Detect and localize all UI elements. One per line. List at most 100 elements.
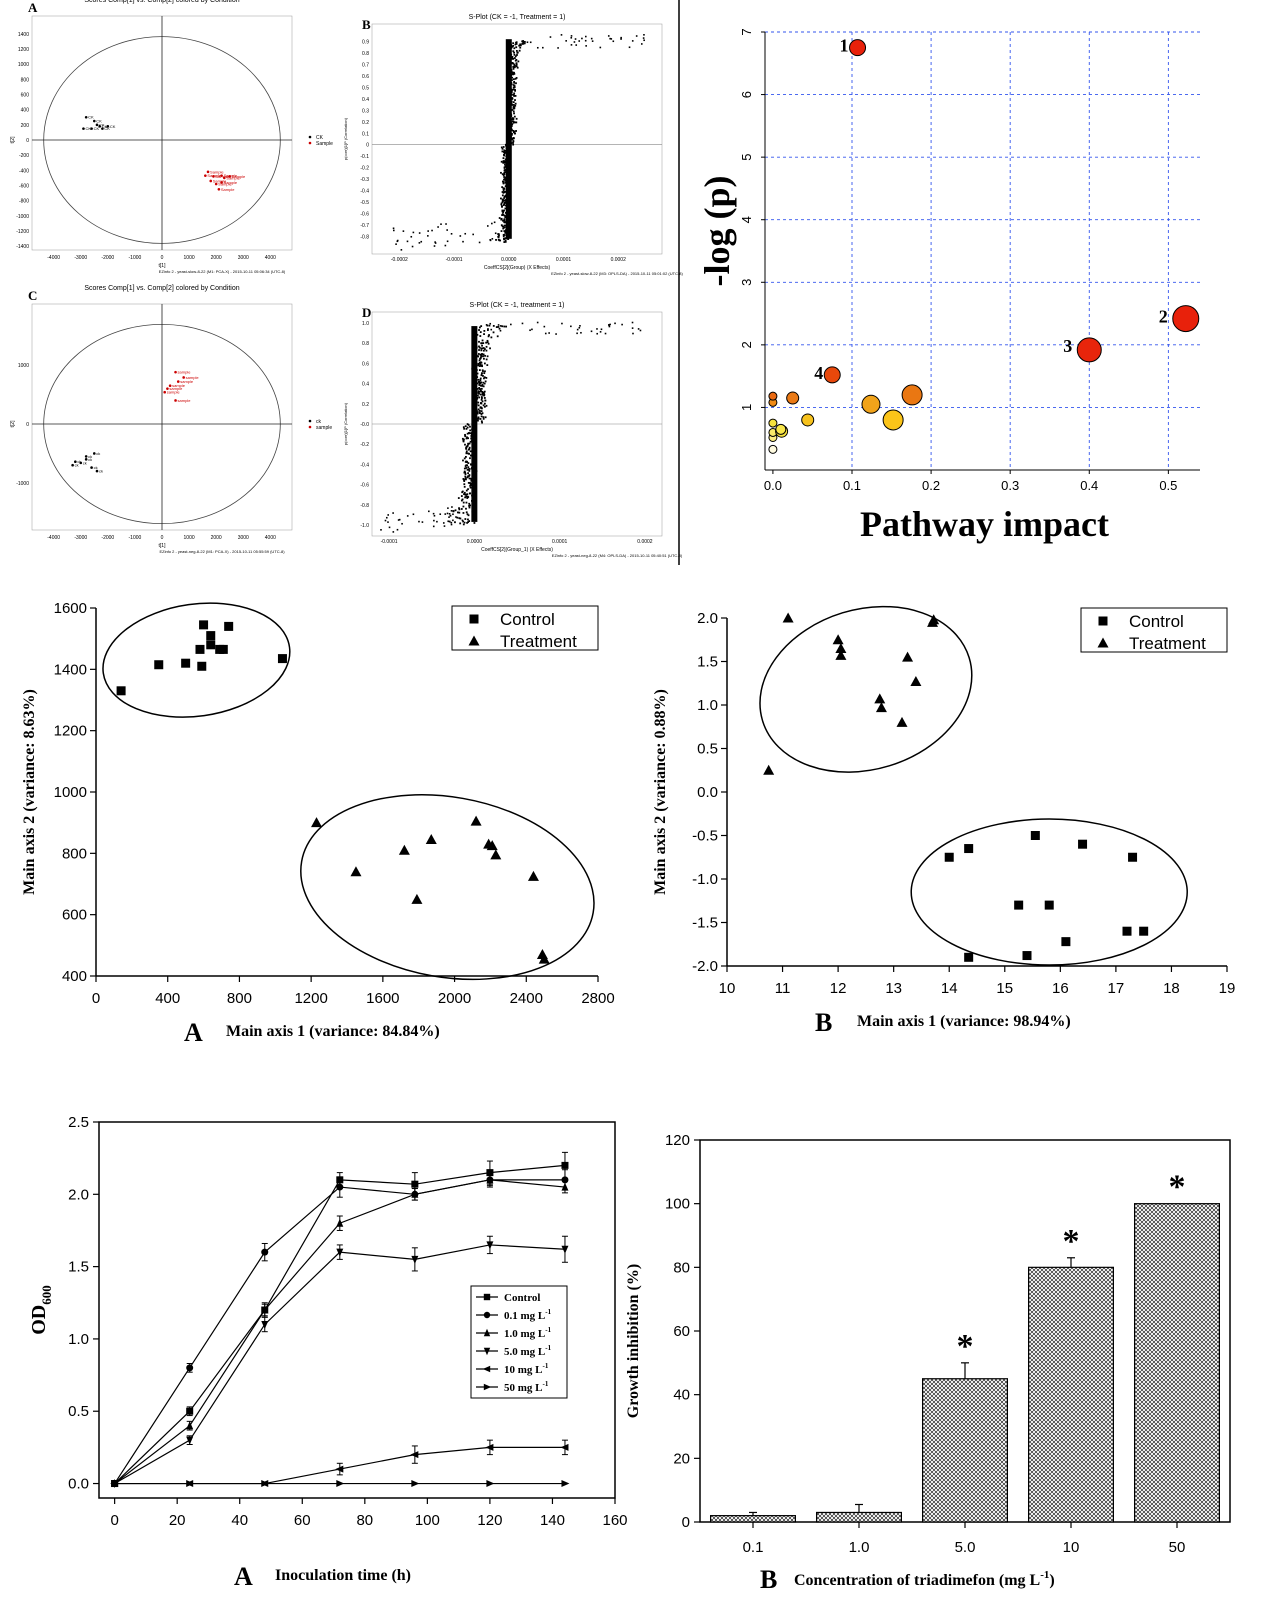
splot-point [469,477,472,480]
splot-point [479,379,482,382]
y-axis-label: t[2] [10,136,16,144]
splot-point [480,355,483,358]
point-label: Sample [226,175,240,180]
score-point-Sample [220,174,223,177]
splot-point [501,198,504,201]
y-tick-label: 0.5 [697,741,718,758]
splot-point [392,531,395,533]
splot-point [482,416,485,419]
splot-point [515,77,518,79]
splot-point [503,152,506,155]
x-tick-label: 2000 [211,255,222,261]
splot-point [411,245,414,248]
panel-letter: A [28,0,38,15]
splot-point [511,56,514,58]
y-tick-label: 2 [739,341,754,348]
panel-letter: B [815,1008,832,1037]
splot-point [515,62,518,65]
splot-point [637,328,640,330]
splot-point [478,345,480,348]
splot-point [451,506,453,508]
x-tick-label: 0.0 [764,478,782,493]
splot-point [620,38,622,40]
y-axis-label: p(corr)[1]P (Correlation) [343,117,348,160]
splot-point [501,200,504,203]
x-tick-label: 0.0002 [611,257,627,263]
splot-point [640,43,643,45]
splot-point [400,249,403,251]
splot-point [513,106,516,109]
splot-point [477,408,480,411]
splot-point [511,129,513,131]
splot-point [469,484,472,487]
splot-point [465,427,468,430]
splot-point [467,514,470,517]
control-point [154,660,164,670]
y-tick-label: 0.0 [697,784,718,801]
data-point [561,1480,570,1488]
control-point [195,644,205,654]
splot-point [512,104,515,106]
splot-point [514,132,516,135]
splot-point [479,377,482,380]
y-axis-label: OD600 [28,1285,54,1335]
treatment-point [527,870,539,881]
y-tick-label: 0.8 [362,341,369,347]
y-tick-label: -0.8 [360,235,369,241]
splot-point [511,97,514,100]
splot-point [512,86,515,89]
splot-point [467,452,470,455]
splot-point [477,419,479,422]
splot-point [466,513,469,516]
splot-point [458,508,461,511]
splot-point [515,43,518,45]
splot-point [454,521,456,524]
splot-point [412,231,415,234]
score-point-CK [95,123,99,127]
splot-point [482,374,484,377]
panel-title: Scores Comp[1] vs. Comp[2] colored by Co… [84,285,239,292]
splot-point [462,523,465,526]
score-point-ck [79,461,83,465]
x-tick-label: 100 [415,1512,440,1529]
x-tick-label: -0.0002 [391,257,408,263]
y-tick-label: 0.3 [362,108,369,114]
splot-point [444,244,447,247]
splot-point [437,226,439,228]
control-point [206,640,216,650]
splot-point [524,42,526,45]
splot-point [481,397,483,400]
bubble-label: 2 [1159,307,1168,327]
splot-point [478,382,481,385]
splot-point [482,385,485,388]
legend-label: Sample [316,141,333,147]
splot-point [480,410,483,413]
x-axis-label: t[1] [159,543,167,549]
splot-point [512,101,515,104]
treatment-point [896,716,908,727]
x-tick-label: 60 [294,1512,311,1529]
splot-point [484,416,487,419]
legend-marker [469,614,479,624]
splot-point [469,486,472,489]
splot-point [639,329,642,332]
y-tick-label: 400 [21,108,30,114]
y-tick-label: 0 [366,143,369,149]
splot-point [503,166,506,169]
splot-point [465,437,468,440]
splot-point [467,462,470,464]
splot-point [447,507,449,509]
splot-point [487,328,489,330]
x-tick-label: 2800 [581,990,614,1007]
data-point [336,1480,345,1488]
pathway-bubble [786,391,800,405]
splot-point [614,322,616,325]
splot-point [501,173,504,176]
x-tick-label: 0.0002 [637,539,653,545]
x-tick-label: 18 [1163,980,1180,997]
splot-point [466,426,469,429]
splot-point [503,161,505,164]
pathway-bubble [801,413,815,427]
x-axis-label: CoeffCS[2](Group_1) (X Effects) [481,547,553,553]
legend-marker [1098,616,1108,626]
